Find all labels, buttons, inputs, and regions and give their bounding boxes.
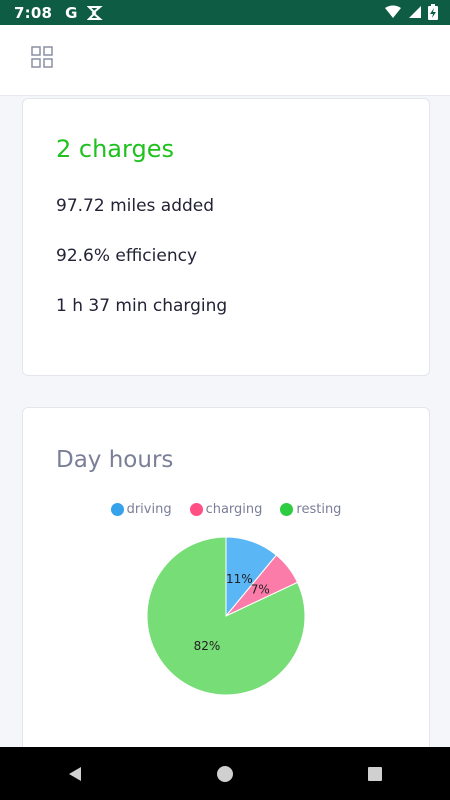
google-icon: G	[65, 3, 78, 22]
pie-slice-resting[interactable]	[146, 536, 306, 696]
notification-icon	[87, 5, 104, 20]
back-icon[interactable]	[66, 765, 84, 783]
battery-charging-icon	[428, 4, 438, 20]
charges-count: 2 charges	[56, 135, 174, 163]
grid-menu-icon[interactable]	[31, 46, 53, 68]
miles-added: 97.72 miles added	[56, 196, 215, 216]
legend-item-driving[interactable]: driving	[110, 502, 172, 517]
day-hours-title: Day hours	[56, 447, 174, 473]
navigation-bar	[0, 747, 450, 800]
signal-icon	[409, 6, 421, 18]
legend-swatch-driving	[110, 503, 124, 516]
pie-label-driving: 11%	[226, 572, 253, 586]
pie-label-resting: 82%	[194, 639, 221, 653]
status-icons	[384, 4, 438, 20]
status-time: 7:08	[14, 3, 53, 22]
legend-item-resting[interactable]: resting	[280, 502, 341, 517]
home-icon[interactable]	[216, 765, 234, 783]
legend-label-charging: charging	[205, 502, 263, 517]
efficiency: 92.6% efficiency	[56, 246, 198, 266]
legend-label-driving: driving	[126, 502, 172, 517]
legend-label-resting: resting	[296, 502, 342, 517]
app-bar	[0, 25, 450, 96]
charging-summary-card: 2 charges 97.72 miles added 92.6% effici…	[22, 98, 430, 376]
legend-swatch-resting	[280, 503, 294, 516]
status-bar: 7:08 G	[0, 0, 450, 25]
charging-time: 1 h 37 min charging	[56, 296, 228, 316]
recents-icon[interactable]	[366, 765, 384, 783]
legend-swatch-charging	[189, 503, 203, 516]
legend-item-charging[interactable]: charging	[189, 502, 263, 517]
day-hours-pie-chart: 11%7% 82%	[146, 536, 306, 696]
day-hours-card: Day hours driving charging resting 11% 7%…	[22, 407, 430, 769]
chart-legend: driving charging resting	[23, 502, 429, 517]
pie-label-charging: 7%	[251, 582, 270, 596]
wifi-icon	[385, 5, 401, 18]
